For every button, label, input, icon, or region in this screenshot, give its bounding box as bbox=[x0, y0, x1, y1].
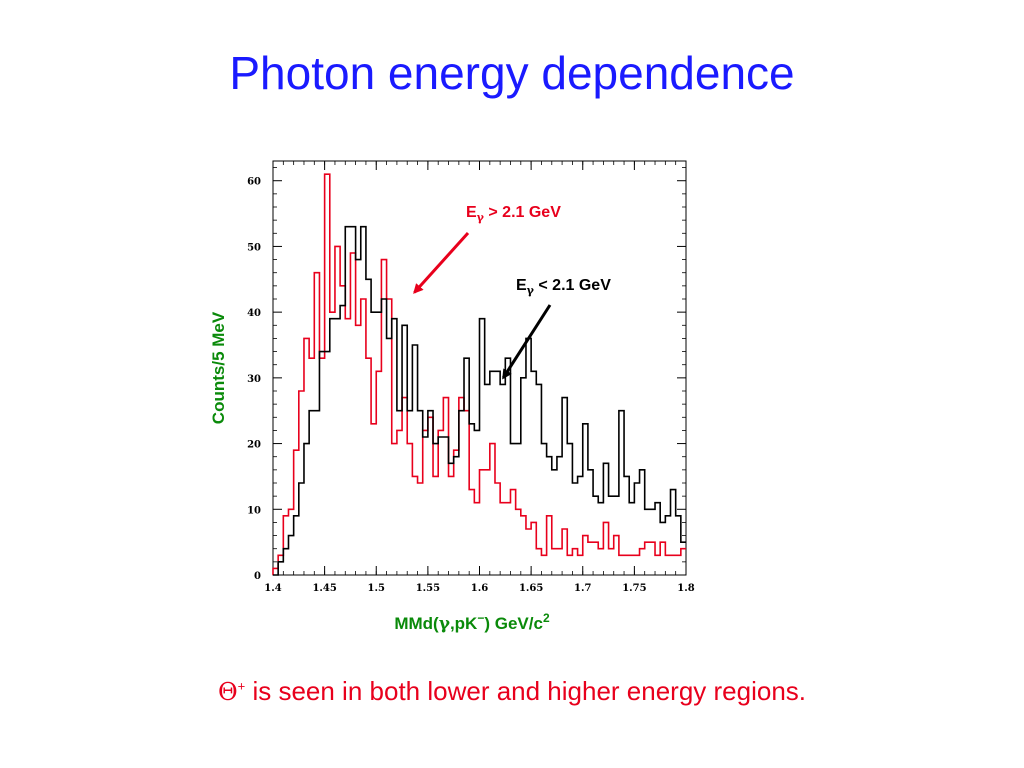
theta-symbol: Θ bbox=[217, 678, 238, 706]
slide-title: Photon energy dependence bbox=[229, 47, 795, 99]
x-tick-label: 1.6 bbox=[471, 583, 488, 594]
x-axis-label-minus: − bbox=[477, 611, 484, 625]
y-axis-minor-ticks bbox=[273, 167, 686, 563]
x-tick-label: 1.75 bbox=[622, 583, 646, 594]
y-tick-label: 40 bbox=[247, 308, 261, 319]
legend-label-high-main: E bbox=[466, 204, 477, 221]
x-tick-label: 1.8 bbox=[677, 583, 694, 594]
x-tick-label: 1.4 bbox=[264, 583, 281, 594]
x-tick-label: 1.55 bbox=[416, 583, 440, 594]
arrow-high-energy bbox=[413, 231, 470, 294]
series-low-energy-line bbox=[273, 225, 686, 576]
y-tick-label: 0 bbox=[254, 571, 261, 582]
legend-label-high-rest: > 2.1 GeV bbox=[484, 204, 561, 221]
theta-superscript: + bbox=[237, 678, 246, 694]
slide-caption: Θ+ is seen in both lower and higher ener… bbox=[0, 676, 1024, 707]
x-axis-label-unit: ) GeV/c bbox=[484, 614, 543, 633]
legend-label-low-rest: < 2.1 GeV bbox=[534, 277, 611, 294]
y-tick-label: 10 bbox=[247, 505, 261, 516]
x-axis-label-gamma: γ bbox=[439, 614, 451, 634]
y-tick-label: 50 bbox=[247, 242, 261, 253]
legend-label-low: Eγ < 2.1 GeV bbox=[516, 277, 611, 297]
x-tick-label: 1.5 bbox=[368, 583, 385, 594]
x-axis-label-unit-sup: 2 bbox=[543, 611, 550, 625]
arrow-low-energy bbox=[501, 304, 552, 380]
x-axis-label-main: MMd( bbox=[394, 614, 439, 633]
x-tick-label: 1.7 bbox=[574, 583, 591, 594]
x-tick-label: 1.65 bbox=[519, 583, 543, 594]
legend-label-high-sub: γ bbox=[477, 211, 485, 224]
legend-label-low-sub: γ bbox=[527, 284, 535, 297]
legend-label-high: Eγ > 2.1 GeV bbox=[466, 204, 561, 224]
y-tick-label: 20 bbox=[247, 440, 261, 451]
x-axis-label: MMd(γ,pK−) GeV/c2 bbox=[394, 611, 550, 634]
x-axis-minor-ticks bbox=[272, 161, 687, 575]
caption-text: is seen in both lower and higher energy … bbox=[245, 676, 807, 706]
legend-label-low-main: E bbox=[516, 277, 527, 294]
y-tick-label: 60 bbox=[247, 177, 261, 188]
x-tick-label: 1.45 bbox=[312, 583, 336, 594]
y-axis-label: Counts/5 MeV bbox=[209, 311, 228, 424]
y-tick-label: 30 bbox=[247, 374, 261, 385]
y-axis-ticks: 0 10 20 30 40 50 60 bbox=[247, 177, 686, 582]
x-axis-label-rest: ,pK bbox=[450, 614, 478, 633]
